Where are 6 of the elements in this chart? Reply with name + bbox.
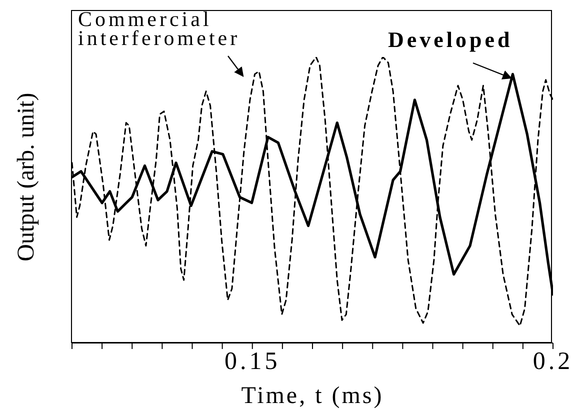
series-label: Developed [388, 27, 514, 52]
x-tick-label: 0.2 [532, 348, 574, 375]
x-axis-title: Time, t (ms) [240, 382, 385, 411]
series-label: Commercial interferometer [78, 7, 242, 50]
x-tick-label: 0.15 [224, 348, 280, 375]
y-axis-title: Output (arb. unit) [12, 91, 40, 263]
